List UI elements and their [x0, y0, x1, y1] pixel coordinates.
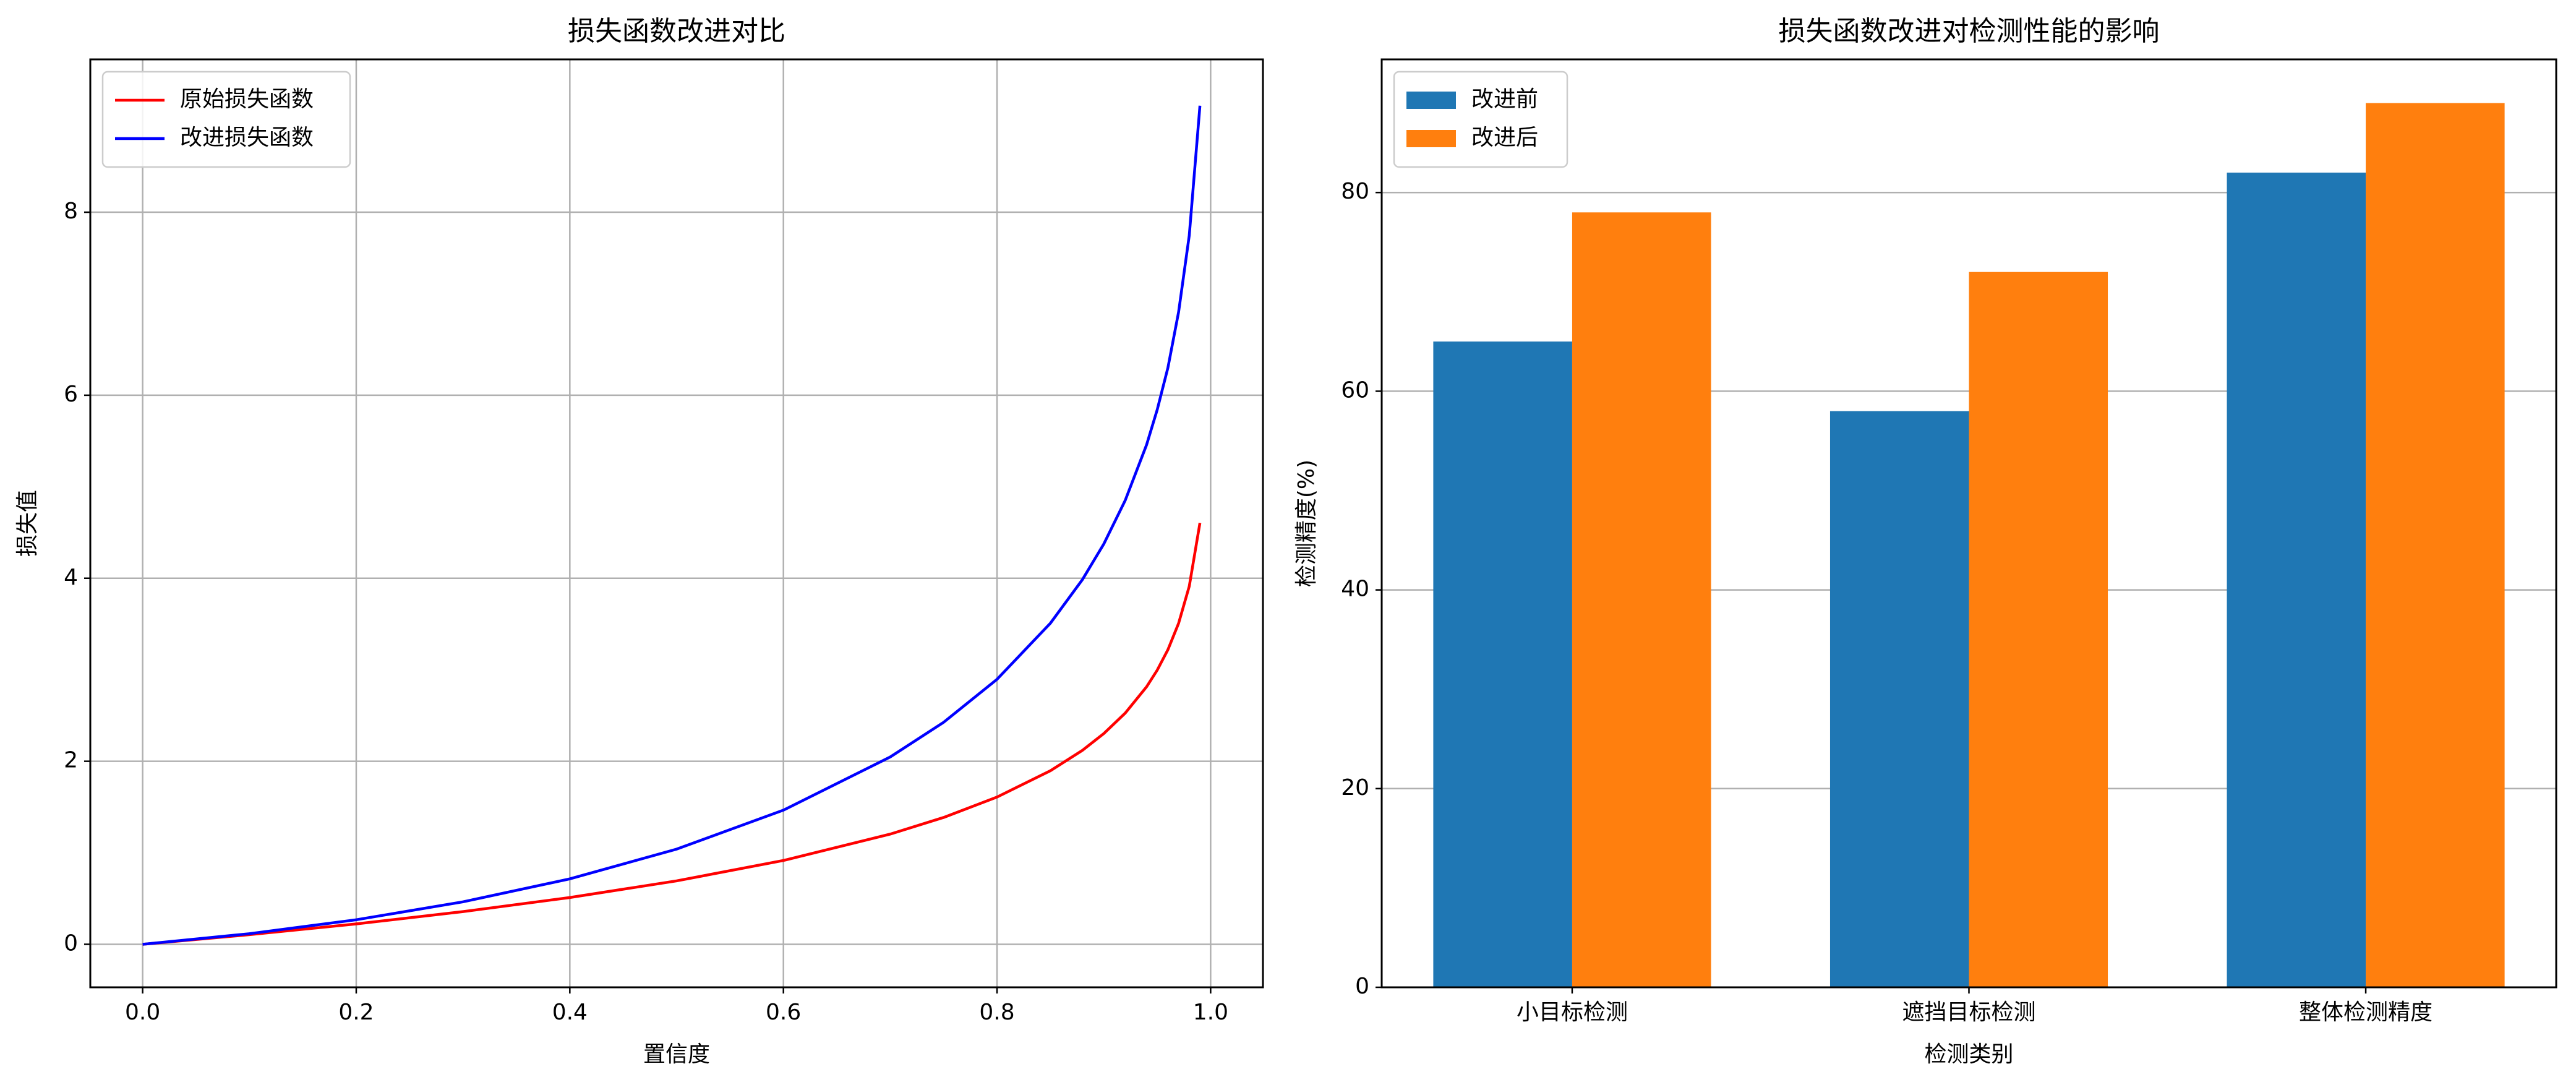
- y-tick-label: 80: [1341, 179, 1369, 204]
- x-tick-label: 1.0: [1193, 1000, 1228, 1025]
- y-tick-label: 20: [1341, 775, 1369, 800]
- axes-frame: [89, 58, 1264, 989]
- y-tick-label: 0: [64, 930, 78, 956]
- y-tick-label: 4: [64, 565, 78, 590]
- x-axis-label: 检测类别: [1924, 1042, 2013, 1067]
- bar: [2366, 103, 2505, 987]
- x-tick-label: 0.2: [338, 1000, 374, 1025]
- bar: [1572, 212, 1711, 987]
- legend-swatch: [1406, 130, 1456, 147]
- legend-box: [101, 71, 351, 168]
- chart-title: 损失函数改进对检测性能的影响: [1779, 15, 2160, 47]
- y-tick-label: 60: [1341, 377, 1369, 403]
- line: [142, 105, 1202, 946]
- x-tick-label: 0.4: [552, 1000, 588, 1025]
- legend-label: 改进后: [1471, 125, 1538, 150]
- bar: [1433, 341, 1572, 987]
- legend-swatch: [1406, 92, 1456, 109]
- chart-title: 损失函数改进对比: [568, 15, 785, 47]
- legend-label: 原始损失函数: [180, 87, 314, 112]
- line: [142, 522, 1202, 946]
- axes-frame: [1380, 58, 2557, 989]
- x-axis-label: 置信度: [643, 1042, 710, 1067]
- y-axis-label: 损失值: [15, 490, 40, 557]
- x-tick-label: 0.6: [766, 1000, 801, 1025]
- y-axis-label: 检测精度(%): [1294, 460, 1319, 587]
- legend-label: 改进损失函数: [180, 125, 314, 150]
- x-tick-label: 小目标检测: [1517, 1000, 1628, 1025]
- y-tick-label: 0: [1355, 974, 1369, 999]
- y-tick-label: 40: [1341, 577, 1369, 602]
- x-tick-label: 0.8: [979, 1000, 1014, 1025]
- x-tick-label: 整体检测精度: [2299, 1000, 2433, 1025]
- legend-label: 改进前: [1471, 87, 1538, 112]
- bar: [1969, 272, 2108, 987]
- x-tick-label: 遮挡目标检测: [1902, 1000, 2035, 1025]
- y-tick-label: 2: [64, 748, 78, 773]
- bar: [2227, 173, 2366, 988]
- x-tick-label: 0.0: [125, 1000, 160, 1025]
- bar: [1829, 411, 1969, 987]
- y-tick-label: 8: [64, 199, 78, 224]
- y-tick-label: 6: [64, 382, 78, 407]
